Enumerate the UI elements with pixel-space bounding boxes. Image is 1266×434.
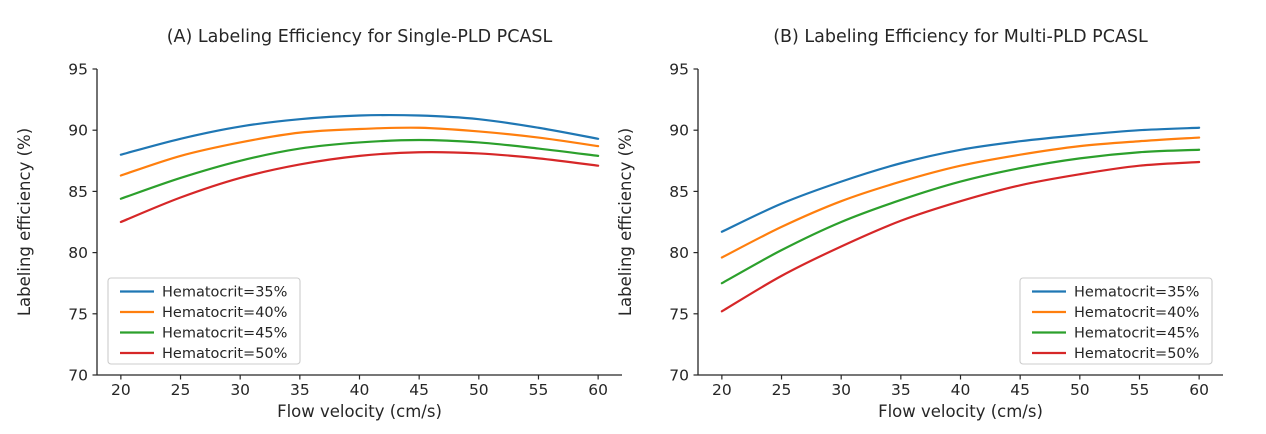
y-tick-label: 80 — [68, 244, 88, 262]
legend: Hematocrit=35% Hematocrit=40% Hematocrit=4… — [1019, 277, 1213, 365]
x-tick-label: 55 — [529, 381, 549, 399]
chart-a-ylabel: Labeling efficiency (%) — [15, 128, 34, 316]
chart-b-title: (B) Labeling Efficiency for Multi-PLD PC… — [773, 27, 1148, 47]
y-tick-label: 70 — [669, 367, 689, 385]
x-tick-label: 60 — [1189, 381, 1209, 399]
x-tick-label: 35 — [290, 381, 310, 399]
y-tick-label: 95 — [669, 61, 689, 79]
chart-b-ylabel: Labeling efficiency (%) — [616, 128, 635, 316]
legend-entry: Hematocrit=45% — [120, 326, 287, 342]
y-tick-label: 85 — [68, 183, 88, 201]
chart-panel-b: (B) Labeling Efficiency for Multi-PLD PC… — [616, 27, 1223, 421]
chart-b-xlabel: Flow velocity (cm/s) — [878, 402, 1043, 421]
series-line-2 — [720, 148, 1201, 285]
x-tick-label: 40 — [951, 381, 971, 399]
legend-entry-label: Hematocrit=50% — [162, 346, 287, 362]
legend-frame — [1019, 277, 1213, 365]
series-line-3 — [119, 151, 600, 224]
series-line-1 — [119, 126, 600, 177]
legend-entry-label: Hematocrit=45% — [1074, 326, 1199, 342]
legend-entry-label: Hematocrit=35% — [162, 285, 287, 301]
y-tick-label: 70 — [68, 367, 88, 385]
series-line-3 — [720, 160, 1201, 313]
legend-entry: Hematocrit=40% — [120, 305, 287, 321]
legend-entry: Hematocrit=35% — [120, 285, 287, 301]
legend-entry-label: Hematocrit=50% — [1074, 346, 1199, 362]
series-line-1 — [720, 136, 1201, 259]
chart-a-plot-area: 20 25 30 35 40 45 50 55 60 70 75 80 85 90 95 Hematocrit… — [68, 61, 622, 399]
chart-panel-a: (A) Labeling Efficiency for Single-PLD P… — [15, 27, 622, 421]
legend-entry: Hematocrit=50% — [120, 346, 287, 362]
legend-entry: Hematocrit=45% — [1032, 326, 1199, 342]
x-tick-label: 25 — [772, 381, 792, 399]
x-tick-label: 35 — [891, 381, 911, 399]
y-tick-label: 90 — [669, 122, 689, 140]
legend-entry: Hematocrit=35% — [1032, 285, 1199, 301]
x-tick-label: 45 — [409, 381, 429, 399]
x-tick-label: 20 — [111, 381, 131, 399]
x-tick-label: 40 — [350, 381, 370, 399]
x-tick-label: 45 — [1010, 381, 1030, 399]
legend-entry: Hematocrit=40% — [1032, 305, 1199, 321]
y-tick-label: 90 — [68, 122, 88, 140]
y-tick-label: 85 — [669, 183, 689, 201]
chart-b-plot-area: 20 25 30 35 40 45 50 55 60 70 75 80 85 90 95 Hematocrit… — [669, 61, 1223, 399]
legend: Hematocrit=35% Hematocrit=40% Hematocrit=4… — [107, 277, 301, 365]
x-tick-label: 30 — [831, 381, 851, 399]
y-tick-label: 95 — [68, 61, 88, 79]
x-tick-label: 50 — [469, 381, 489, 399]
legend-entry-label: Hematocrit=40% — [1074, 305, 1199, 321]
legend-entry-label: Hematocrit=35% — [1074, 285, 1199, 301]
series-line-0 — [720, 126, 1201, 233]
legend-entry: Hematocrit=50% — [1032, 346, 1199, 362]
x-tick-label: 20 — [712, 381, 732, 399]
chart-a-xlabel: Flow velocity (cm/s) — [277, 402, 442, 421]
y-tick-label: 75 — [669, 305, 689, 323]
series-line-0 — [119, 113, 600, 156]
x-tick-label: 30 — [230, 381, 250, 399]
x-tick-label: 55 — [1130, 381, 1150, 399]
legend-frame — [107, 277, 301, 365]
x-tick-label: 50 — [1070, 381, 1090, 399]
y-tick-label: 80 — [669, 244, 689, 262]
legend-entry-label: Hematocrit=45% — [162, 326, 287, 342]
series-line-2 — [119, 138, 600, 200]
x-tick-label: 60 — [588, 381, 608, 399]
chart-a-title: (A) Labeling Efficiency for Single-PLD P… — [167, 27, 553, 47]
legend-entry-label: Hematocrit=40% — [162, 305, 287, 321]
x-tick-label: 25 — [171, 381, 191, 399]
y-tick-label: 75 — [68, 305, 88, 323]
